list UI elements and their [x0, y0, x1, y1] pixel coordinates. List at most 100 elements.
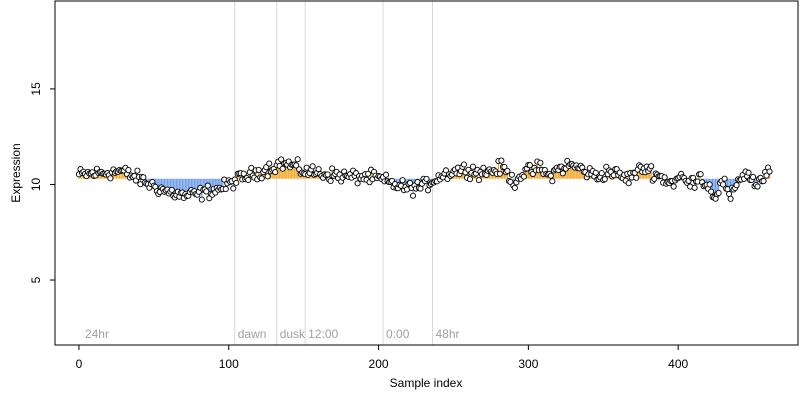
data-point [526, 162, 533, 169]
data-point [547, 172, 554, 179]
data-point [134, 167, 141, 174]
data-point [294, 156, 301, 163]
data-point [475, 177, 482, 184]
data-point [625, 180, 632, 187]
data-point [745, 169, 752, 176]
data-point [383, 171, 390, 178]
data-point [204, 182, 211, 189]
y-tick-label: 15 [29, 82, 43, 96]
data-point [198, 196, 205, 203]
data-point [460, 161, 467, 168]
y-axis-label: Expression [9, 143, 23, 202]
data-point [715, 189, 722, 196]
data-point [230, 185, 237, 192]
data-point [203, 188, 210, 195]
data-point [504, 167, 511, 174]
data-point [125, 167, 132, 174]
data-point [168, 186, 175, 193]
phase-label: dusk [280, 327, 306, 341]
data-point [315, 166, 322, 173]
data-point [501, 163, 508, 170]
data-point [424, 187, 432, 194]
data-point [549, 178, 556, 185]
y-tick-label: 5 [29, 276, 43, 283]
data-point [651, 175, 658, 182]
data-point [399, 177, 406, 184]
data-point [365, 170, 372, 177]
data-point [697, 171, 704, 178]
data-point [766, 168, 773, 175]
data-point [279, 165, 286, 172]
data-point [670, 183, 677, 190]
plot-frame [54, 0, 799, 346]
data-point [417, 185, 424, 192]
data-point [511, 184, 518, 191]
data-point [706, 181, 713, 188]
x-axis-label: Sample index [390, 376, 463, 390]
x-tick-label: 100 [219, 357, 239, 371]
data-point [598, 170, 605, 177]
phase-label: 24hr [85, 327, 109, 341]
data-point [264, 173, 271, 180]
data-point [498, 157, 505, 164]
data-point [633, 174, 640, 181]
data-point [727, 195, 734, 202]
data-point [496, 170, 503, 177]
data-point [442, 167, 450, 174]
data-point [750, 174, 757, 181]
x-tick-label: 200 [369, 357, 389, 371]
data-point [708, 188, 715, 195]
data-point [329, 165, 336, 172]
x-tick-label: 0 [76, 357, 83, 371]
data-point [327, 177, 334, 185]
data-point [272, 169, 279, 176]
x-axis: 0 100 200 300 400 [76, 345, 688, 371]
data-point [508, 171, 515, 178]
data-point [691, 184, 698, 191]
data-points [75, 156, 773, 203]
x-tick-label: 300 [518, 357, 538, 371]
data-point [140, 174, 147, 181]
data-point [559, 170, 566, 177]
data-point [278, 156, 285, 163]
data-point [107, 175, 114, 182]
y-axis: 5 10 15 [29, 82, 55, 283]
data-point [409, 192, 417, 199]
data-point [245, 176, 252, 183]
data-point [258, 175, 265, 182]
data-point [423, 175, 430, 182]
data-point [248, 164, 255, 171]
data-point [721, 175, 728, 182]
data-point [520, 173, 527, 180]
data-point [760, 177, 767, 185]
phase-label: 48hr [435, 327, 459, 341]
data-point [592, 169, 599, 176]
data-point [480, 164, 487, 171]
data-point [233, 179, 240, 186]
data-point [324, 171, 331, 178]
data-point [754, 183, 761, 190]
data-point [601, 176, 608, 183]
phase-label: dawn [238, 327, 267, 341]
data-point [266, 160, 273, 167]
data-point [293, 162, 300, 169]
data-point [648, 163, 655, 170]
phase-labels: 24hr dawn dusk 12:00 0:00 48hr [85, 327, 460, 341]
y-tick-label: 10 [29, 177, 43, 191]
x-tick-label: 400 [668, 357, 688, 371]
data-point [763, 172, 770, 179]
data-point [466, 176, 473, 183]
data-point [720, 181, 727, 188]
data-point [733, 182, 740, 189]
data-point [537, 159, 544, 166]
data-point [661, 174, 668, 181]
data-point [222, 185, 229, 193]
phase-label: 12:00 [308, 327, 338, 341]
data-point [240, 170, 247, 177]
data-point [309, 163, 316, 170]
data-point [354, 180, 361, 187]
data-point [469, 163, 476, 170]
phase-label: 0:00 [386, 327, 410, 341]
